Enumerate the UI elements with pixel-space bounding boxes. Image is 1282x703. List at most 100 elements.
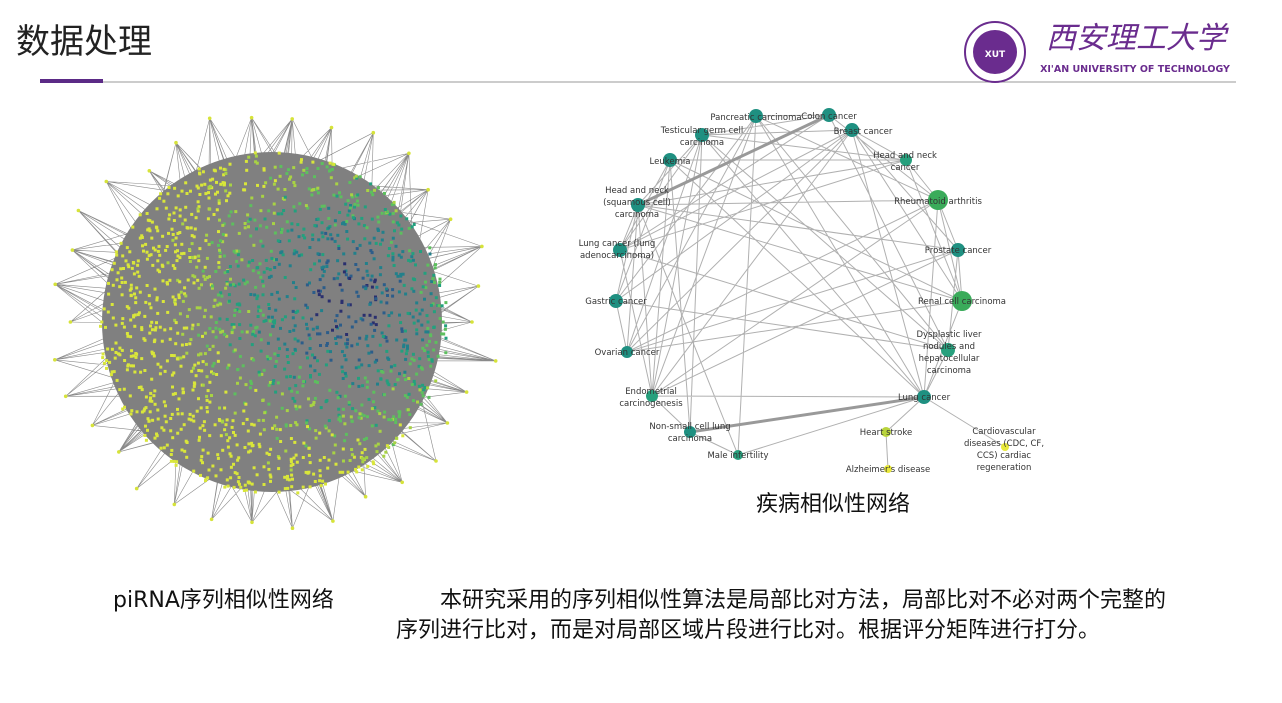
network-node xyxy=(318,278,322,282)
network-node xyxy=(428,246,432,250)
node-label: Heart stroke xyxy=(860,428,912,438)
network-node xyxy=(353,176,357,180)
network-node xyxy=(211,284,214,288)
network-node xyxy=(369,322,373,326)
network-node xyxy=(223,406,227,410)
network-node xyxy=(165,281,169,285)
network-node xyxy=(174,250,177,254)
network-node xyxy=(392,264,396,267)
network-node xyxy=(417,364,421,368)
network-node xyxy=(125,368,129,372)
network-node xyxy=(292,281,295,285)
network-node xyxy=(269,249,273,253)
network-node xyxy=(380,291,384,295)
network-node xyxy=(191,274,195,278)
network-node xyxy=(298,405,302,409)
network-node xyxy=(219,468,223,472)
network-node xyxy=(299,160,303,164)
network-node xyxy=(124,259,128,263)
network-node xyxy=(283,487,287,491)
network-node xyxy=(217,243,220,247)
network-node xyxy=(319,289,322,293)
network-node xyxy=(363,447,367,451)
network-node xyxy=(116,352,120,356)
network-node xyxy=(345,333,349,336)
network-node xyxy=(246,219,250,223)
network-node xyxy=(337,417,341,421)
network-node xyxy=(247,225,250,229)
network-node xyxy=(399,214,403,218)
network-node xyxy=(221,233,225,236)
network-node xyxy=(160,263,164,267)
network-node xyxy=(298,365,302,369)
network-node xyxy=(229,476,233,480)
network-node xyxy=(431,277,435,281)
network-node xyxy=(189,189,192,193)
network-node xyxy=(383,208,387,211)
network-node xyxy=(335,390,339,394)
network-node xyxy=(107,292,111,296)
node-label: Leukemia xyxy=(650,157,691,167)
network-node xyxy=(294,453,298,457)
network-node xyxy=(398,423,402,427)
network-node xyxy=(364,285,368,289)
network-node xyxy=(248,386,252,390)
network-node xyxy=(259,349,263,353)
network-node xyxy=(305,351,309,355)
network-node xyxy=(368,302,372,306)
network-node xyxy=(150,220,154,224)
network-node xyxy=(424,280,427,284)
network-node xyxy=(114,250,118,254)
network-node xyxy=(162,428,166,432)
network-node xyxy=(308,281,311,285)
network-node xyxy=(391,255,395,259)
network-node xyxy=(406,346,409,350)
network-node xyxy=(438,277,442,281)
network-node xyxy=(405,217,409,221)
node-label: Endometrial xyxy=(625,387,677,397)
network-node xyxy=(305,421,308,425)
network-node xyxy=(171,385,174,389)
network-node xyxy=(282,209,286,212)
network-node xyxy=(188,248,191,251)
network-node xyxy=(246,264,250,268)
network-node xyxy=(354,174,358,178)
network-node xyxy=(129,364,133,368)
network-node xyxy=(442,332,446,336)
network-node xyxy=(733,450,743,460)
network-node xyxy=(392,415,396,419)
network-node xyxy=(360,216,364,220)
network-node xyxy=(398,279,402,283)
network-node xyxy=(420,391,424,395)
network-node xyxy=(400,480,405,485)
network-node xyxy=(142,337,146,341)
network-node xyxy=(245,330,249,334)
network-node xyxy=(262,319,266,323)
network-node xyxy=(193,275,197,279)
logo: XUT 西安理工大学 XI'AN UNIVERSITY OF TECHNOLOG… xyxy=(964,21,1230,83)
network-node xyxy=(398,372,401,376)
network-node xyxy=(253,293,257,297)
network-node xyxy=(148,219,152,223)
network-node xyxy=(367,364,371,368)
network-node xyxy=(301,384,305,388)
network-node xyxy=(181,332,185,336)
network-node xyxy=(480,244,484,249)
network-node xyxy=(356,199,359,203)
network-node xyxy=(255,161,259,165)
network-node xyxy=(362,224,366,228)
network-node xyxy=(173,298,177,302)
network-node xyxy=(208,275,211,279)
network-node xyxy=(286,474,289,478)
network-edges xyxy=(615,114,1006,470)
network-node xyxy=(228,162,232,166)
network-node xyxy=(301,485,305,489)
network-node xyxy=(695,128,709,142)
network-node xyxy=(359,317,363,321)
network-node xyxy=(283,195,287,199)
network-node xyxy=(244,159,248,163)
network-node xyxy=(102,361,106,365)
network-node xyxy=(171,233,175,236)
network-node xyxy=(438,317,442,320)
